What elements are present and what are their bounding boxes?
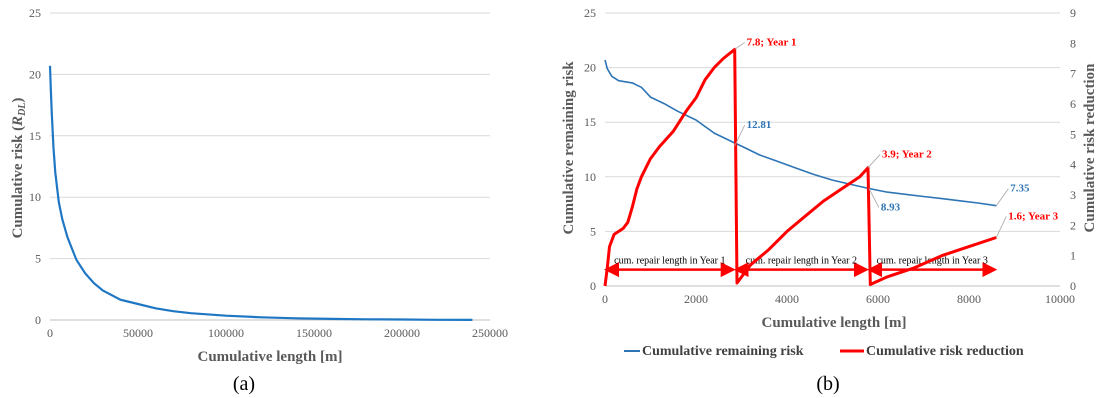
- x-tick-label: 0: [602, 292, 608, 306]
- y2-tick-label: 4: [1070, 158, 1076, 172]
- chart-panel-b: 0 5 10 15 20 25 0 1 2 3 4 5 6 7 8 9 0 2000 4000 6000 8000 100…: [584, 6, 1076, 306]
- data-label: 12.81: [747, 119, 772, 131]
- x-tick-label: 6000: [866, 292, 890, 306]
- x-tick-label: 10000: [1045, 292, 1075, 306]
- data-label: 7.8; Year 1: [747, 36, 797, 48]
- annotation-leader: [734, 42, 745, 50]
- data-label: 7.35: [1010, 183, 1030, 195]
- data-label: 8.93: [881, 201, 901, 213]
- y2-tick-label: 3: [1070, 188, 1076, 202]
- x-tick-label: 100000: [208, 326, 244, 340]
- legend-remaining-risk-label: Cumulative remaining risk: [642, 344, 804, 359]
- panel-a-label: (a): [233, 373, 255, 395]
- x-tick-label: 0: [47, 326, 53, 340]
- y-tick-label: 5: [590, 224, 596, 238]
- legend-risk-reduction-label: Cumulative risk reduction: [866, 344, 1024, 359]
- panel-b-label: (b): [816, 373, 839, 395]
- x-tick-label: 50000: [123, 326, 153, 340]
- y-tick-label: 0: [35, 313, 41, 327]
- y2-tick-label: 5: [1070, 127, 1076, 141]
- chart-panel-a: 0 5 10 15 20 25 0 50000 100000 150000 200000 250000: [29, 6, 508, 340]
- y-tick-label: 5: [35, 252, 41, 266]
- legend: Cumulative remaining risk Cumulative ris…: [624, 344, 1024, 359]
- y-tick-label: 25: [584, 6, 596, 20]
- x-tick-label: 2000: [684, 292, 708, 306]
- panel-b-y2label: Cumulative risk reduction: [1082, 63, 1098, 233]
- y2-tick-label: 0: [1070, 279, 1076, 293]
- x-tick-label: 4000: [775, 292, 799, 306]
- panel-b-xlabel: Cumulative length [m]: [762, 315, 907, 331]
- x-tick-label: 200000: [384, 326, 420, 340]
- y-tick-label: 25: [29, 6, 41, 20]
- annotation-leader: [868, 188, 880, 208]
- annotation-leader: [867, 154, 881, 168]
- y-tick-label: 15: [584, 115, 596, 129]
- panel-a-ylabel: Cumulative risk (RDL): [10, 98, 28, 239]
- x-tick-label: 250000: [472, 326, 508, 340]
- y2-tick-label: 2: [1070, 218, 1076, 232]
- x-tick-label: 8000: [957, 292, 981, 306]
- y2-tick-label: 9: [1070, 6, 1076, 20]
- data-label: 3.9; Year 2: [882, 149, 932, 161]
- y2-tick-label: 1: [1070, 249, 1076, 263]
- series-line-cumulative-risk-reduction: [603, 47, 997, 287]
- y-tick-label: 0: [590, 279, 596, 293]
- y-tick-label: 15: [29, 129, 41, 143]
- y-tick-label: 20: [29, 67, 41, 81]
- y-tick-label: 10: [584, 170, 596, 184]
- repair-range-label: cum. repair length in Year 1: [614, 256, 725, 267]
- y2-tick-label: 6: [1070, 97, 1076, 111]
- repair-range-label: cum. repair length in Year 2: [746, 256, 857, 267]
- data-label: 1.6; Year 3: [1008, 210, 1058, 222]
- annotation-leader: [995, 188, 1009, 206]
- series-line-cumulative-risk: [48, 65, 473, 321]
- series-line-cumulative-remaining-risk: [604, 59, 997, 207]
- y2-tick-label: 8: [1070, 36, 1076, 50]
- y-tick-label: 10: [29, 190, 41, 204]
- y-tick-label: 20: [584, 61, 596, 75]
- x-tick-label: 150000: [296, 326, 332, 340]
- panel-a-xlabel: Cumulative length [m]: [198, 349, 343, 365]
- y2-tick-label: 7: [1070, 67, 1076, 81]
- annotation-leader: [734, 124, 746, 147]
- panel-b-ylabel: Cumulative remaining risk: [561, 61, 577, 235]
- annotation-leader: [995, 216, 1007, 238]
